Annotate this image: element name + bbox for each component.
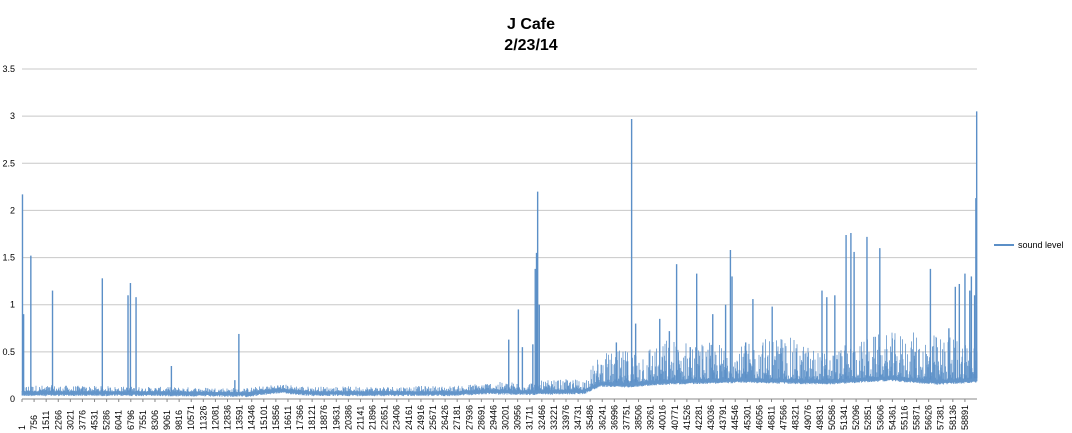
x-tick-label: 6796 (126, 410, 136, 430)
y-tick-label: 3 (10, 111, 15, 121)
gridlines (22, 68, 977, 353)
x-tick-label: 8306 (150, 410, 160, 430)
x-tick-label: 11326 (198, 406, 208, 430)
x-tick-label: 10571 (186, 405, 196, 430)
x-tick-label: 16611 (283, 406, 293, 430)
x-tick-label: 46811 (766, 406, 776, 430)
x-tick-label: 49831 (815, 405, 825, 430)
x-tick-label: 17366 (295, 405, 305, 430)
x-tick-label: 30956 (513, 405, 523, 430)
x-tick-label: 42281 (694, 405, 704, 430)
chart-subtitle: 2/23/14 (504, 37, 557, 54)
x-tick-label: 25671 (428, 405, 438, 430)
x-tick-label: 23406 (392, 405, 402, 430)
x-tick-label: 1511 (41, 411, 51, 430)
y-tick-label: 1 (10, 300, 15, 310)
x-tick-label: 43036 (706, 405, 716, 430)
x-tick-label: 33976 (561, 405, 571, 430)
x-tick-label: 51341 (839, 405, 849, 430)
x-tick-label: 5286 (102, 410, 112, 430)
y-tick-label: 3.5 (2, 64, 15, 74)
x-tick-label: 27181 (452, 405, 462, 430)
x-tick-label: 35486 (585, 405, 595, 430)
x-tick-label: 756 (29, 415, 39, 430)
x-tick-label: 33221 (549, 405, 559, 430)
x-tick-label: 28691 (476, 405, 486, 430)
x-tick-label: 6041 (114, 410, 124, 430)
x-tick-label: 12836 (223, 405, 233, 430)
y-tick-label: 0.5 (2, 347, 15, 357)
x-tick-label: 36996 (609, 405, 619, 430)
x-tick-label: 15856 (271, 405, 281, 430)
x-tick-label: 9061 (162, 410, 172, 430)
x-tick-label: 19631 (331, 405, 341, 430)
legend: sound level (994, 240, 1064, 250)
x-tick-label: 53606 (875, 405, 885, 430)
x-tick-label: 36241 (597, 405, 607, 430)
x-tick-label: 49076 (803, 405, 813, 430)
x-tick-label: 21141 (355, 406, 365, 430)
x-tick-label: 12081 (210, 405, 220, 430)
x-tick-label: 55871 (912, 405, 922, 430)
x-tick-label: 57381 (936, 405, 946, 430)
x-axis-tick-labels: 1 756 1511 2266 3021 3776 4531 5286 6041 6796 7551… (17, 399, 970, 430)
x-tick-label: 24161 (404, 405, 414, 430)
series-layer (21, 111, 978, 398)
x-tick-label: 31711 (525, 406, 535, 430)
x-tick-label: 58891 (960, 405, 970, 430)
y-tick-label: 0 (10, 394, 15, 404)
x-tick-label: 7551 (138, 410, 148, 430)
x-tick-label: 48321 (791, 405, 801, 430)
x-tick-label: 56626 (924, 405, 934, 430)
x-tick-label: 15101 (259, 405, 269, 430)
y-tick-label: 2 (10, 205, 15, 215)
x-tick-label: 50586 (827, 405, 837, 430)
x-tick-label: 9816 (174, 410, 184, 430)
x-tick-label: 47566 (779, 405, 789, 430)
y-tick-label: 1.5 (2, 253, 15, 263)
x-tick-label: 2266 (53, 410, 63, 430)
x-tick-label: 3776 (77, 410, 87, 430)
x-tick-label: 18121 (307, 405, 317, 430)
x-tick-label: 55116 (899, 406, 909, 430)
x-tick-label: 4531 (90, 410, 100, 430)
x-tick-label: 38506 (634, 405, 644, 430)
x-tick-label: 3021 (65, 410, 75, 430)
x-tick-label: 22651 (380, 405, 390, 430)
x-tick-label: 20386 (343, 405, 353, 430)
x-tick-label: 32466 (537, 405, 547, 430)
x-tick-label: 1 (17, 425, 27, 430)
x-tick-label: 46056 (754, 405, 764, 430)
x-tick-label: 18876 (319, 405, 329, 430)
x-tick-label: 27936 (464, 405, 474, 430)
x-tick-label: 45301 (742, 405, 752, 430)
x-tick-label: 37751 (621, 405, 631, 430)
x-tick-label: 39261 (646, 405, 656, 430)
x-tick-label: 26426 (440, 405, 450, 430)
chart-title: J Cafe (507, 16, 555, 33)
x-tick-label: 21896 (368, 405, 378, 430)
x-tick-label: 29446 (488, 405, 498, 430)
x-tick-label: 44546 (730, 405, 740, 430)
x-tick-label: 41526 (682, 405, 692, 430)
x-tick-label: 14346 (247, 405, 257, 430)
y-tick-label: 2.5 (2, 158, 15, 168)
x-tick-label: 34731 (573, 405, 583, 430)
series-sound-level (21, 332, 978, 398)
x-tick-label: 40016 (658, 405, 668, 430)
x-tick-label: 40771 (670, 405, 680, 430)
x-tick-label: 52096 (851, 405, 861, 430)
x-tick-label: 13591 (235, 405, 245, 430)
x-tick-label: 58136 (948, 405, 958, 430)
x-tick-label: 52851 (863, 405, 873, 430)
x-tick-label: 24916 (416, 405, 426, 430)
x-tick-label: 43791 (718, 405, 728, 430)
y-axis-tick-labels: 0 0.5 1 1.5 2 2.5 3 3.5 (2, 64, 15, 404)
x-tick-label: 54361 (887, 405, 897, 430)
x-tick-label: 30201 (501, 405, 511, 430)
legend-label: sound level (1018, 240, 1064, 250)
